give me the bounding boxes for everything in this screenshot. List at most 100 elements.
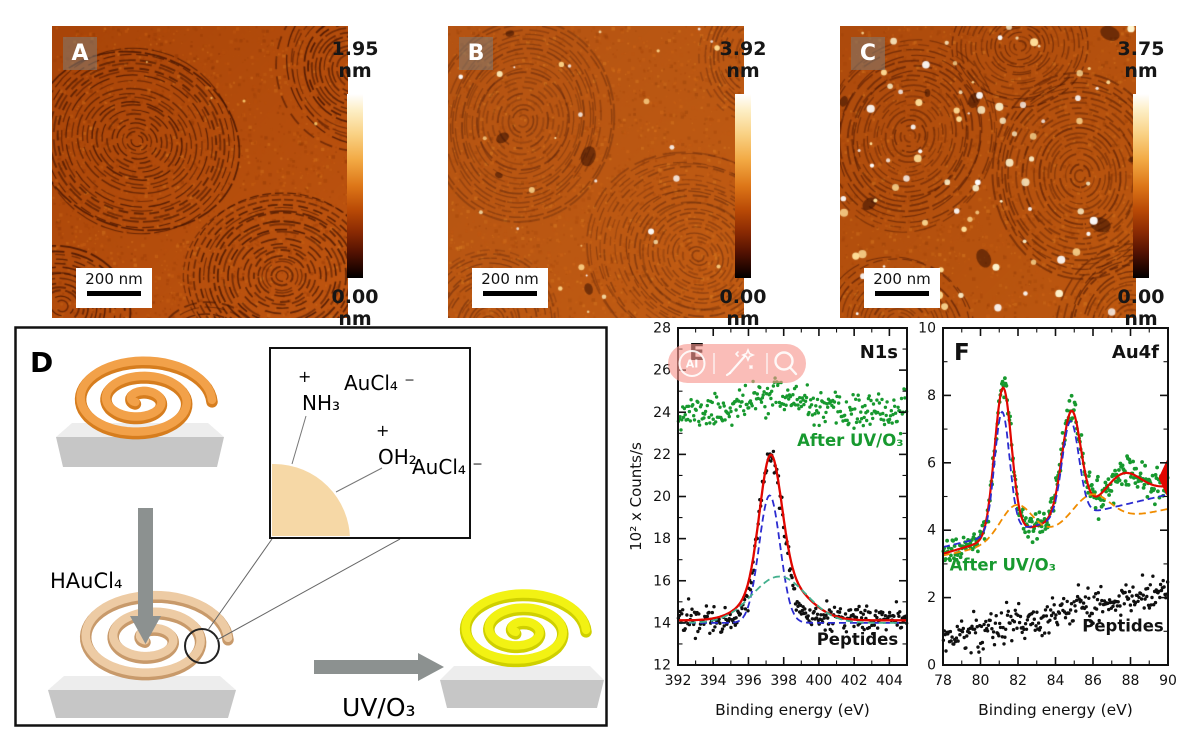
svg-text:82: 82 [1009, 673, 1027, 689]
plus-charge-2: + [376, 421, 389, 440]
reaction-arrow-right [314, 653, 444, 681]
colorbar-b: 3.92 nm 0.00 nm [700, 10, 786, 330]
colorbar-b-min: 0.00 nm [719, 286, 767, 330]
scale-bar-c-line [875, 291, 929, 296]
svg-text:394: 394 [700, 673, 727, 689]
svg-text:6: 6 [927, 455, 936, 471]
svg-text:8: 8 [927, 388, 936, 404]
zoom-callout-circle [184, 628, 220, 664]
scale-bar-b-text: 200 nm [481, 270, 539, 288]
scale-bar-a-text: 200 nm [85, 270, 143, 288]
panel-a-label: A [63, 37, 97, 70]
nh3-label: NH₃ [302, 391, 340, 415]
svg-text:F: F [954, 340, 970, 366]
xps-chart-n1s: 392394396398400402404121416182022242628E… [630, 322, 909, 719]
svg-text:402: 402 [841, 673, 868, 689]
xps-chart-au4f: 78 80 82 84 86 88 90 0 2 4 6 8 10 F Au4f After UV/O₃ Pep… [918, 322, 1177, 719]
nanotube-surface-section [272, 464, 350, 536]
plus-charge-1: + [298, 367, 311, 386]
panel-d-label: D [30, 346, 53, 379]
ai-badge-icon [678, 350, 706, 377]
search-icon [774, 351, 798, 376]
svg-text:4: 4 [927, 523, 936, 539]
peptide-spiral [74, 356, 218, 440]
oh2-label: OH₂ [378, 445, 417, 469]
svg-text:0: 0 [927, 658, 936, 674]
svg-text:14: 14 [653, 615, 671, 631]
inset-border [269, 347, 471, 539]
svg-text:400: 400 [806, 673, 833, 689]
scale-bar-b-line [483, 291, 537, 296]
rewrite-button[interactable] [725, 347, 756, 377]
schematic-panel-d: D HAuCl₄ [14, 326, 608, 727]
svg-text:398: 398 [770, 673, 797, 689]
svg-text:10² x Counts/s: 10² x Counts/s [630, 442, 645, 551]
substrate-2 [48, 676, 236, 718]
svg-text:396: 396 [735, 673, 762, 689]
svg-text:80: 80 [972, 673, 990, 689]
svg-text:26: 26 [653, 363, 671, 379]
colorbar-a-gradient [347, 94, 363, 278]
svg-text:After UV/O₃: After UV/O₃ [797, 431, 903, 450]
surface-chemistry-inset: + NH₃ AuCl₄ ⁻ + OH₂ AuCl₄ ⁻ [269, 347, 483, 539]
colorbar-b-max: 3.92 nm [719, 38, 767, 82]
svg-text:Au4f: Au4f [1112, 342, 1159, 363]
reaction-arrow-down [130, 508, 161, 644]
oh2-pointer-line [335, 467, 383, 493]
colorbar-c-max: 3.75 nm [1117, 38, 1165, 82]
haucl4-label: HAuCl₄ [50, 569, 122, 593]
gold-spiral [459, 589, 592, 668]
scale-bar-c-text: 200 nm [873, 270, 931, 288]
svg-text:20: 20 [653, 489, 671, 505]
svg-text:Binding energy (eV): Binding energy (eV) [978, 701, 1133, 719]
svg-text:404: 404 [876, 673, 903, 689]
svg-text:2: 2 [927, 590, 936, 606]
svg-text:Binding energy (eV): Binding energy (eV) [715, 701, 870, 719]
gold-loaded-spiral [79, 590, 234, 681]
callout-line-2 [216, 538, 401, 641]
colorbar-c-min: 0.00 nm [1117, 286, 1165, 330]
svg-text:16: 16 [653, 573, 671, 589]
svg-text:Peptides: Peptides [817, 630, 899, 649]
colorbar-a: 1.95 nm 0.00 nm [312, 10, 398, 330]
svg-text:392: 392 [665, 673, 692, 689]
ai-button[interactable]: AI [678, 350, 706, 377]
svg-text:Peptides: Peptides [1082, 616, 1164, 635]
uvo3-label: UV/O₃ [342, 693, 416, 722]
svg-text:28: 28 [653, 322, 671, 337]
ai-badge-text: AI [686, 358, 699, 371]
svg-text:18: 18 [653, 531, 671, 547]
colorbar-c-gradient [1133, 94, 1149, 278]
afm-panel-c: C 200 nm [840, 26, 1136, 318]
svg-text:24: 24 [653, 405, 671, 421]
svg-text:86: 86 [1084, 673, 1102, 689]
svg-text:88: 88 [1122, 673, 1140, 689]
scale-bar-a-line [87, 291, 141, 296]
svg-text:10: 10 [918, 322, 936, 337]
svg-text:12: 12 [653, 658, 671, 674]
svg-text:90: 90 [1159, 673, 1177, 689]
callout-line-1 [207, 538, 273, 631]
colorbar-a-max: 1.95 nm [331, 38, 379, 82]
panel-b-label: B [459, 37, 493, 70]
colorbar-b-gradient [735, 94, 751, 278]
substrate-3 [440, 666, 604, 708]
svg-text:84: 84 [1047, 673, 1065, 689]
nh3-pointer-line [291, 415, 307, 465]
aucl4-label-1: AuCl₄ ⁻ [344, 371, 415, 395]
scale-bar-c: 200 nm [864, 268, 940, 308]
colorbar-a-min: 0.00 nm [331, 286, 379, 330]
scale-bar-b: 200 nm [472, 268, 548, 308]
ai-toolbar-icons: AI [678, 347, 798, 377]
ai-assistant-toolbar[interactable]: AI [668, 344, 806, 383]
svg-text:78: 78 [934, 673, 952, 689]
aucl4-label-2: AuCl₄ ⁻ [412, 455, 483, 479]
afm-panel-b: B 200 nm [448, 26, 744, 318]
scale-bar-a: 200 nm [76, 268, 152, 308]
svg-text:N1s: N1s [860, 342, 898, 363]
search-button[interactable] [774, 351, 798, 376]
svg-text:22: 22 [653, 447, 671, 463]
svg-text:After UV/O₃: After UV/O₃ [950, 556, 1056, 575]
colorbar-c: 3.75 nm 0.00 nm [1098, 10, 1184, 330]
